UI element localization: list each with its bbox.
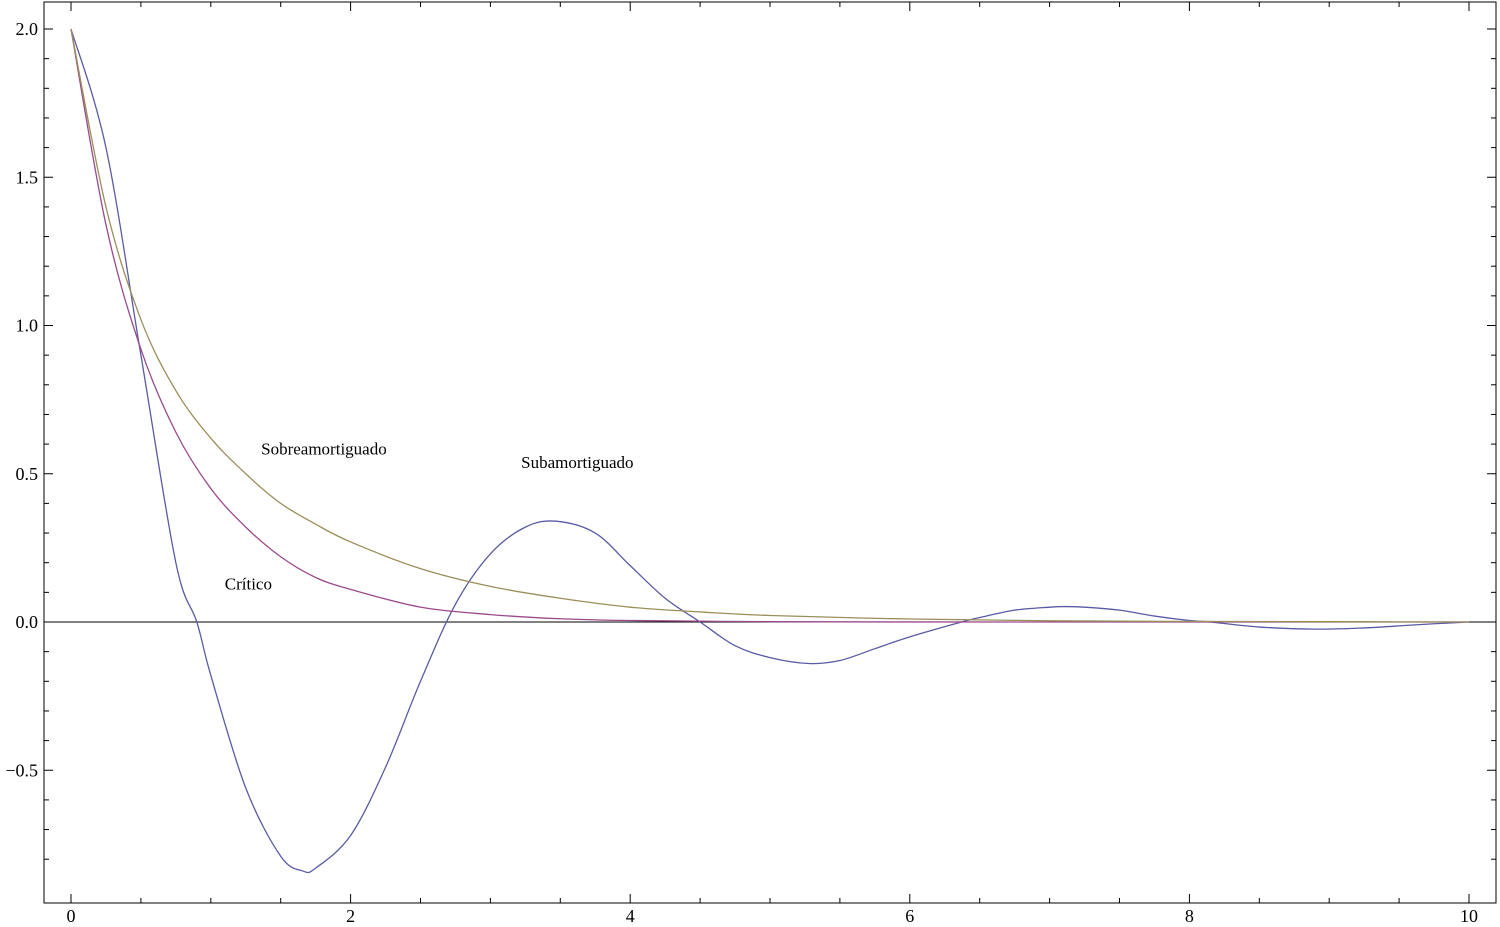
x-tick-label: 2 xyxy=(346,906,355,926)
annotation-label-1: Sobreamortiguado xyxy=(261,439,387,458)
annotations-layer: Sobreamortiguado Subamortiguado Crítico xyxy=(225,439,634,593)
y-tick-label: 0.5 xyxy=(16,464,39,484)
x-tick-label: 0 xyxy=(67,906,76,926)
x-tick-label: 10 xyxy=(1460,906,1478,926)
y-tick-label: 0.0 xyxy=(16,612,39,632)
series-line-2 xyxy=(70,28,1469,623)
x-tick-label: 4 xyxy=(626,906,635,926)
annotation-label-2: Subamortiguado xyxy=(521,453,633,472)
axes-layer: −0.5 0.0 0.5 1.0 1.5 2.0 0 2 4 6 8 10 xyxy=(5,1,1497,926)
y-tick-label: 2.0 xyxy=(16,19,39,39)
y-tick-label: 1.0 xyxy=(16,316,39,336)
x-tick-label: 8 xyxy=(1185,906,1194,926)
y-tick-label: 1.5 xyxy=(16,167,39,187)
x-tick-label: 6 xyxy=(905,906,914,926)
series-layer xyxy=(70,28,1470,874)
y-tick-label: −0.5 xyxy=(5,760,38,780)
annotation-label-3: Crítico xyxy=(225,574,272,593)
series-line-3 xyxy=(70,28,1470,623)
series-line-1 xyxy=(70,28,1470,874)
